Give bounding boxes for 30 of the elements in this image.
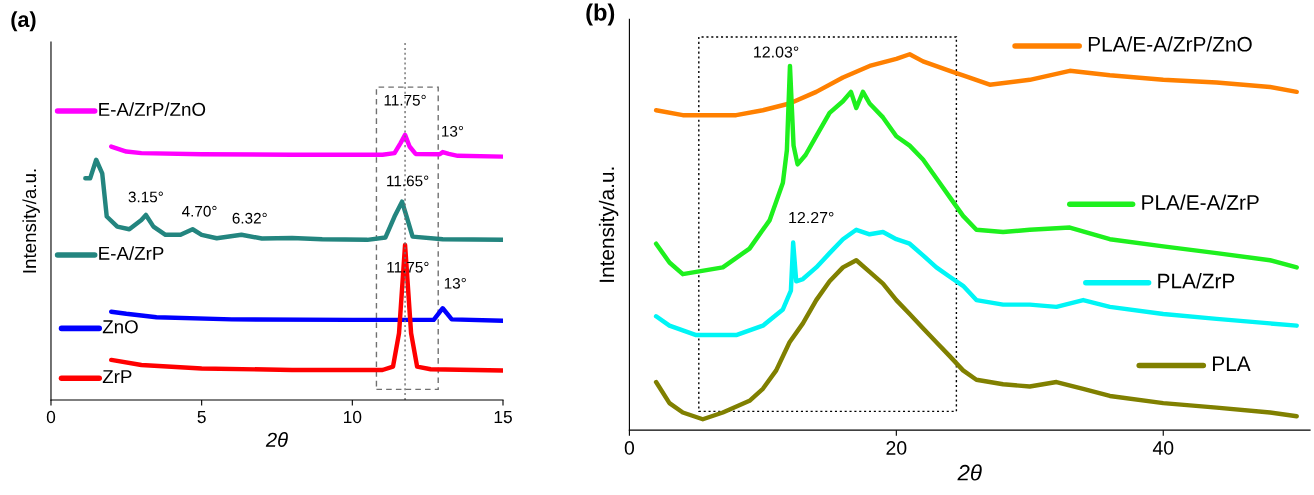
annotation: 12.27° xyxy=(789,211,834,224)
legend-label: PLA xyxy=(1213,356,1251,371)
annotation: 12.03° xyxy=(754,46,799,58)
legend-label: PLA/E-A/ZrP xyxy=(1142,194,1259,210)
annotation: 4.70° xyxy=(181,205,217,217)
x-tick-label: 0 xyxy=(46,410,56,424)
x-tick-label: 10 xyxy=(344,410,362,424)
legend-label: E-A/ZrP/ZnO xyxy=(99,102,206,117)
y-axis-title: Intensity/a.u. xyxy=(598,167,619,282)
x-axis-title: 2θ xyxy=(265,432,288,447)
legend-label: PLA/E-A/ZrP/ZnO xyxy=(1088,36,1252,52)
x-axis-title: 2θ xyxy=(957,464,982,481)
x-tick-label: 0 xyxy=(624,441,635,455)
annotation: 11.75° xyxy=(384,94,426,106)
annotation: 3.15° xyxy=(128,191,163,203)
annotation: 11.65° xyxy=(387,175,429,187)
legend-label: ZnO xyxy=(102,320,138,334)
annotation: 6.32° xyxy=(232,212,267,224)
legend-label: E-A/ZrP xyxy=(99,246,164,260)
x-tick-label: 15 xyxy=(494,411,512,424)
y-axis-title: Intensity/a.u. xyxy=(22,169,40,273)
annotation: 13° xyxy=(442,125,464,137)
legend-label: ZrP xyxy=(102,370,132,384)
x-tick-label: 20 xyxy=(886,441,907,455)
chart-title: (b) xyxy=(586,3,615,26)
x-tick-label: 5 xyxy=(197,411,206,424)
legend-label: PLA/ZrP xyxy=(1158,273,1235,289)
annotation: 13° xyxy=(444,277,466,289)
x-tick-label: 40 xyxy=(1152,441,1174,455)
chart-title: (a) xyxy=(11,11,36,32)
